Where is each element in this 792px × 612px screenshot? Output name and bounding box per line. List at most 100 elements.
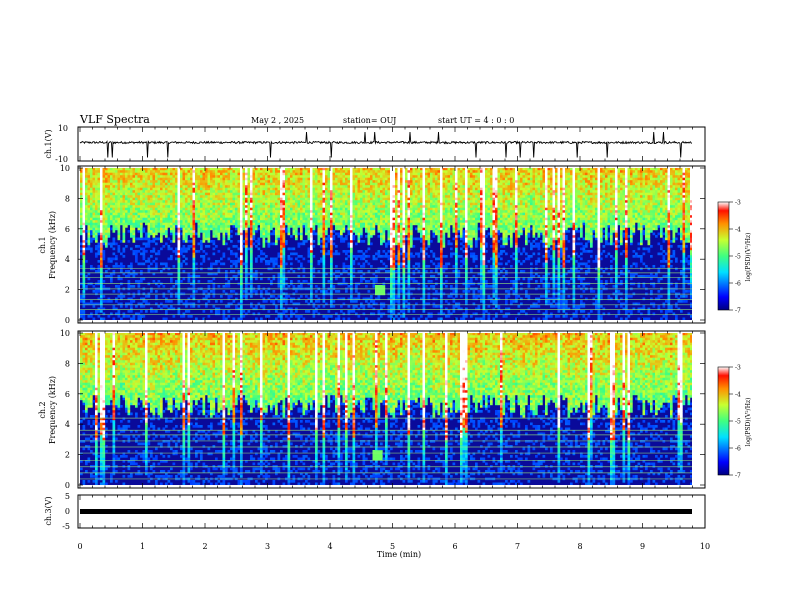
- spectrogram-cell: [372, 272, 376, 276]
- spectrogram-cell: [355, 255, 358, 258]
- spectrogram-cell: [260, 222, 263, 226]
- spectrogram-cell: [310, 242, 313, 246]
- spectrogram-cell: [340, 237, 343, 241]
- spectrogram-cell: [327, 177, 331, 181]
- spectrogram-cell: [352, 168, 356, 171]
- spectrogram-cell: [137, 215, 141, 218]
- spectrogram-cell: [135, 260, 138, 263]
- spectrogram-cell: [237, 210, 241, 213]
- spectrogram-cell: [140, 192, 143, 196]
- spectrogram-cell: [205, 217, 208, 221]
- spectrogram-cell: [257, 222, 261, 226]
- spectrogram-cell: [387, 187, 391, 191]
- spectrogram-cell: [202, 212, 206, 216]
- spectrogram-cell: [202, 255, 206, 258]
- spectrogram-cell: [305, 168, 308, 171]
- spectrogram-cell: [360, 210, 363, 213]
- spectrogram-cell: [82, 197, 86, 201]
- spectrogram-cell: [380, 267, 383, 271]
- spectrogram-cell: [85, 217, 88, 221]
- spectrogram-cell: [287, 207, 291, 211]
- spectrogram-cell: [310, 232, 313, 236]
- spectrogram-cell: [130, 187, 133, 191]
- spectrogram-cell: [87, 277, 91, 281]
- spectrogram-cell: [317, 230, 321, 233]
- spectrogram-cell: [97, 227, 101, 231]
- spectrogram-cell: [127, 265, 131, 268]
- spectrogram-cell: [140, 185, 143, 188]
- spectrogram-cell: [117, 170, 121, 173]
- spectrogram-cell: [265, 217, 268, 221]
- spectrogram-cell: [217, 205, 221, 208]
- spectrogram-cell: [215, 192, 218, 196]
- spectrogram-cell: [217, 222, 221, 226]
- spectrogram-cell: [157, 197, 161, 201]
- spectrogram-cell: [325, 172, 328, 176]
- spectrogram-cell: [90, 180, 93, 183]
- spectrogram-cell: [145, 220, 148, 223]
- spectrogram-cell: [177, 190, 181, 193]
- spectrogram-cell: [167, 175, 171, 178]
- spectrogram-cell: [372, 217, 376, 221]
- spectrogram-cell: [372, 185, 376, 188]
- spectrogram-cell: [142, 262, 146, 266]
- spectrogram-cell: [180, 185, 183, 188]
- spectrogram-cell: [280, 175, 283, 178]
- spectrogram-cell: [370, 197, 373, 201]
- spectrogram-cell: [287, 317, 291, 320]
- spectrogram-cell: [367, 280, 371, 283]
- spectrogram-cell: [345, 170, 348, 173]
- spectrogram-cell: [82, 270, 86, 273]
- spectrogram-cell: [247, 172, 251, 176]
- spectrogram-cell: [170, 215, 173, 218]
- spectrogram-cell: [87, 237, 91, 241]
- spectrogram-cell: [372, 232, 376, 236]
- spectrogram-cell: [312, 230, 316, 233]
- spectrogram-cell: [112, 242, 116, 246]
- spectrogram-cell: [262, 197, 266, 201]
- spectrogram-cell: [340, 195, 343, 198]
- spectrogram-cell: [95, 190, 98, 193]
- spectrogram-cell: [332, 185, 336, 188]
- spectrogram-cell: [290, 307, 293, 311]
- spectrogram-cell: [227, 187, 231, 191]
- spectrogram-cell: [215, 220, 218, 223]
- spectrogram-cell: [160, 307, 163, 311]
- spectrogram-cell: [265, 262, 268, 266]
- spectrogram-cell: [380, 177, 383, 181]
- spectrogram-cell: [220, 172, 223, 176]
- spectrogram-cell: [175, 247, 178, 251]
- spectrogram-cell: [272, 175, 276, 178]
- spectrogram-cell: [110, 200, 113, 203]
- spectrogram-cell: [342, 180, 346, 183]
- spectrogram-cell: [285, 227, 288, 231]
- spectrogram-cell: [267, 177, 271, 181]
- spectrogram-cell: [195, 168, 198, 171]
- spectrogram-cell: [177, 242, 181, 246]
- spectrogram-cell: [235, 260, 238, 263]
- spectrogram-cell: [355, 168, 358, 171]
- spectrogram-cell: [177, 240, 181, 243]
- spectrogram-cell: [157, 202, 161, 206]
- spectrogram-cell: [162, 185, 166, 188]
- spectrogram-cell: [107, 200, 111, 203]
- spectrogram-cell: [265, 190, 268, 193]
- spectrogram-cell: [160, 197, 163, 201]
- spectrogram-cell: [325, 200, 328, 203]
- spectrogram-cell: [87, 172, 91, 176]
- spectrogram-cell: [367, 197, 371, 201]
- spectrogram-cell: [157, 285, 161, 288]
- spectrogram-cell: [342, 317, 346, 320]
- spectrogram-cell: [235, 255, 238, 258]
- spectrogram-cell: [142, 242, 146, 246]
- spectrogram-cell: [100, 290, 103, 293]
- spectrogram-cell: [120, 168, 123, 171]
- spectrogram-cell: [357, 212, 361, 216]
- spectrogram-cell: [247, 202, 251, 206]
- spectrogram-cell: [325, 217, 328, 221]
- spectrogram-cell: [82, 212, 86, 216]
- spectrogram-cell: [105, 175, 108, 178]
- spectrogram-cell: [285, 207, 288, 211]
- spectrogram-cell: [377, 270, 381, 273]
- spectrogram-cell: [197, 172, 201, 176]
